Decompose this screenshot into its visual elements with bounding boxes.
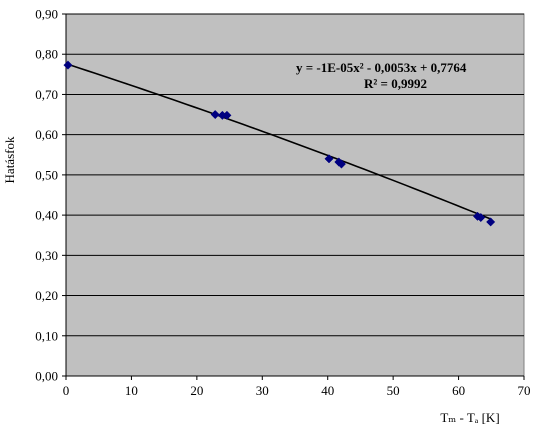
y-tick-label: 0,80 [35,47,58,62]
trendline [65,62,492,221]
gridlines [66,13,524,337]
y-tick-label: 0,20 [35,288,58,303]
data-point [336,159,347,169]
x-ticks: 0 10 20 30 40 50 60 70 [63,376,531,398]
y-axis-title: Hatásfok [2,136,17,183]
x-tick-label: 40 [321,383,334,398]
y-tick-label: 0,10 [35,328,58,343]
data-point [210,110,220,120]
trendline-equation: y = -1E-05x² - 0,0053x + 0,7764 [296,60,467,75]
data-point [222,110,232,120]
y-ticks: 0,00 0,10 0,20 0,30 0,40 0,50 0,60 0,70 0,80 0,90 [35,7,66,384]
data-point [324,154,334,164]
x-tick-label: 20 [190,383,203,398]
y-tick-label: 0,30 [35,248,58,263]
x-tick-label: 0 [63,383,70,398]
y-tick-label: 0,00 [35,369,58,384]
x-tick-label: 70 [518,383,531,398]
y-tick-label: 0,90 [35,7,58,22]
x-tick-label: 10 [125,383,138,398]
x-tick-label: 50 [387,383,400,398]
data-point [476,212,486,223]
plot-area [65,13,525,377]
y-tick-label: 0,60 [35,127,58,142]
x-tick-label: 30 [256,383,269,398]
y-tick-label: 0,70 [35,87,58,102]
y-tick-label: 0,50 [35,167,58,182]
x-tick-label: 60 [452,383,465,398]
r-squared-label: R² = 0,9992 [364,76,427,91]
data-point [486,217,496,227]
data-point [63,60,73,70]
axes [65,14,524,377]
y-tick-label: 0,40 [35,208,58,223]
x-axis-title: Tₘ - Tₐ [K] [440,410,499,425]
data-points [63,60,496,227]
